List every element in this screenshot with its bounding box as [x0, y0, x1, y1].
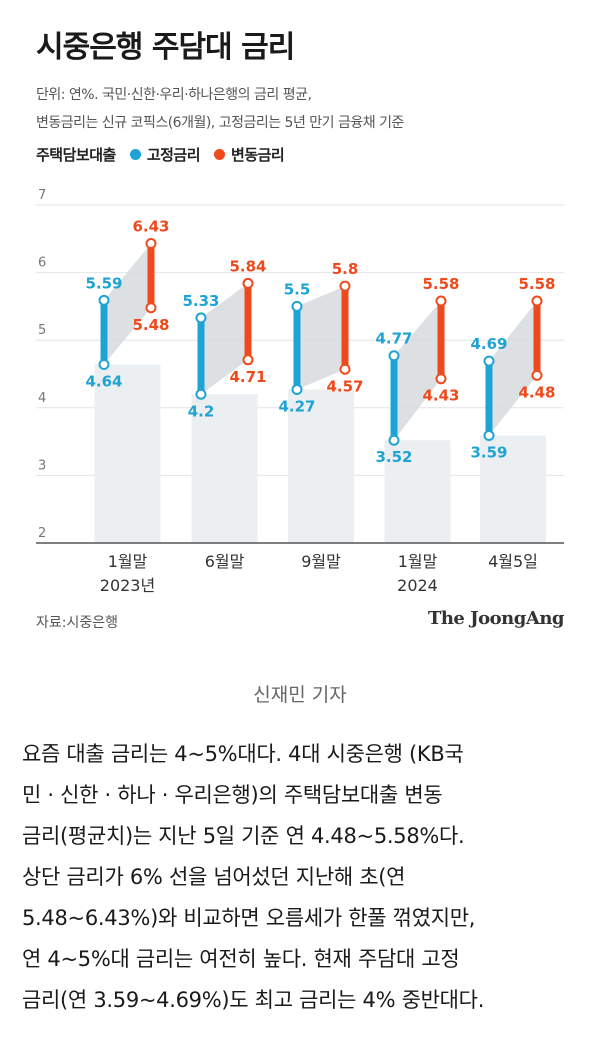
legend-label: 주택담보대출 — [36, 146, 116, 164]
article-line: 금리(연 3.59~4.69%)도 최고 금리는 4% 중반대다. — [22, 988, 485, 1012]
legend-variable-dot-icon — [214, 149, 226, 160]
basis-note: 변동금리는 신규 코픽스(6개월), 고정금리는 5년 만기 금융채 기준 — [36, 115, 404, 131]
fixed-low-marker — [291, 384, 303, 396]
variable-low-label: 5.48 — [132, 316, 169, 334]
legend-variable-label: 변동금리 — [231, 146, 285, 164]
x-tick-label: 4월5일 — [488, 552, 538, 571]
range-band — [489, 300, 537, 436]
fixed-high-marker — [98, 294, 110, 306]
background-column — [94, 364, 161, 543]
variable-high-marker — [242, 277, 254, 289]
y-tick-label: 3 — [38, 458, 46, 473]
fixed-high-marker — [195, 312, 207, 324]
variable-low-label: 4.43 — [422, 387, 459, 405]
article-line: 5.48~6.43%)와 비교하면 오름세가 한풀 꺾였지만, — [22, 906, 476, 930]
variable-low-label: 4.71 — [229, 368, 266, 386]
fixed-high-label: 5.33 — [182, 292, 219, 310]
x-tick-label: 1월말 — [398, 552, 438, 571]
variable-high-label: 5.84 — [229, 257, 266, 275]
y-tick-label: 7 — [38, 188, 46, 203]
legend-fixed-dot-icon — [129, 149, 141, 160]
article-line: 요즘 대출 금리는 4~5%대다. 4대 시중은행 (KB국 — [22, 742, 464, 766]
brand-logo: The JoongAng — [427, 608, 565, 629]
legend: 주택담보대출 고정금리 변동금리 — [36, 144, 285, 165]
variable-high-marker — [145, 238, 157, 250]
fixed-low-marker — [483, 430, 495, 442]
photo-caption: 신재민 기자 — [253, 684, 347, 706]
variable-high-label: 5.58 — [422, 275, 459, 293]
range-band — [201, 283, 248, 395]
x-tick-label: 9월말 — [301, 552, 341, 571]
range-band — [394, 300, 441, 441]
variable-low-marker — [145, 302, 157, 314]
range-band — [297, 286, 345, 390]
variable-low-label: 4.57 — [326, 377, 363, 395]
variable-high-label: 6.43 — [132, 218, 169, 236]
chart-title: 시중은행 주담대 금리 — [36, 30, 295, 65]
y-tick-label: 5 — [38, 323, 46, 338]
fixed-high-label: 5.5 — [284, 280, 311, 298]
fixed-low-label: 3.52 — [375, 448, 412, 466]
article-line: 상단 금리가 6% 선을 넘어섰던 지난해 초(연 — [22, 865, 406, 889]
background-column — [288, 389, 354, 543]
fixed-high-marker — [291, 300, 303, 312]
x-tick-label: 1월말 — [108, 552, 148, 571]
unit-note: 단위: 연%. 국민·신한·우리·하나은행의 금리 평균, — [36, 87, 312, 103]
background-column — [384, 440, 451, 543]
y-tick-label: 2 — [38, 526, 46, 541]
range-band — [104, 243, 151, 365]
variable-low-marker — [339, 363, 351, 375]
fixed-low-label: 4.27 — [278, 398, 315, 416]
source-note: 자료:시중은행 — [36, 615, 118, 631]
x-tick-sublabel: 2024 — [397, 576, 438, 595]
fixed-low-marker — [195, 388, 207, 400]
article-line: 금리(평균치)는 지난 5일 기준 연 4.48~5.58%다. — [22, 824, 465, 848]
fixed-high-marker — [388, 350, 400, 362]
range-chart: 2 3 4 5 6 7 5.59 4.64 5.33 4.2 5.5 4.27 4.77 3.52 4.69… — [36, 188, 564, 595]
variable-high-marker — [339, 280, 351, 292]
fixed-low-marker — [388, 434, 400, 446]
article-line: 민 · 신한 · 하나 · 우리은행)의 주택담보대출 변동 — [22, 783, 443, 807]
y-tick-label: 4 — [38, 391, 46, 406]
variable-low-marker — [531, 369, 543, 381]
fixed-high-label: 5.59 — [85, 274, 122, 292]
background-column — [191, 394, 258, 543]
legend-fixed-label: 고정금리 — [146, 146, 201, 164]
article-line: 연 4~5%대 금리는 여전히 높다. 현재 주담대 고정 — [22, 947, 460, 971]
x-tick-sublabel: 2023년 — [100, 576, 155, 595]
fixed-low-label: 4.2 — [188, 402, 215, 420]
variable-low-marker — [435, 373, 447, 385]
variable-high-marker — [531, 295, 543, 307]
fixed-low-marker — [98, 359, 110, 371]
fixed-low-label: 3.59 — [470, 444, 507, 462]
y-tick-label: 6 — [38, 256, 46, 271]
x-tick-label: 6월말 — [205, 552, 245, 571]
variable-high-marker — [435, 295, 447, 307]
variable-high-label: 5.58 — [518, 275, 555, 293]
variable-low-label: 4.48 — [518, 383, 555, 401]
fixed-low-label: 4.64 — [85, 373, 122, 391]
fixed-high-marker — [483, 355, 495, 367]
background-column — [480, 435, 546, 543]
variable-high-label: 5.8 — [332, 260, 359, 278]
variable-low-marker — [242, 354, 254, 366]
fixed-high-label: 4.77 — [375, 330, 412, 348]
fixed-high-label: 4.69 — [470, 335, 507, 353]
